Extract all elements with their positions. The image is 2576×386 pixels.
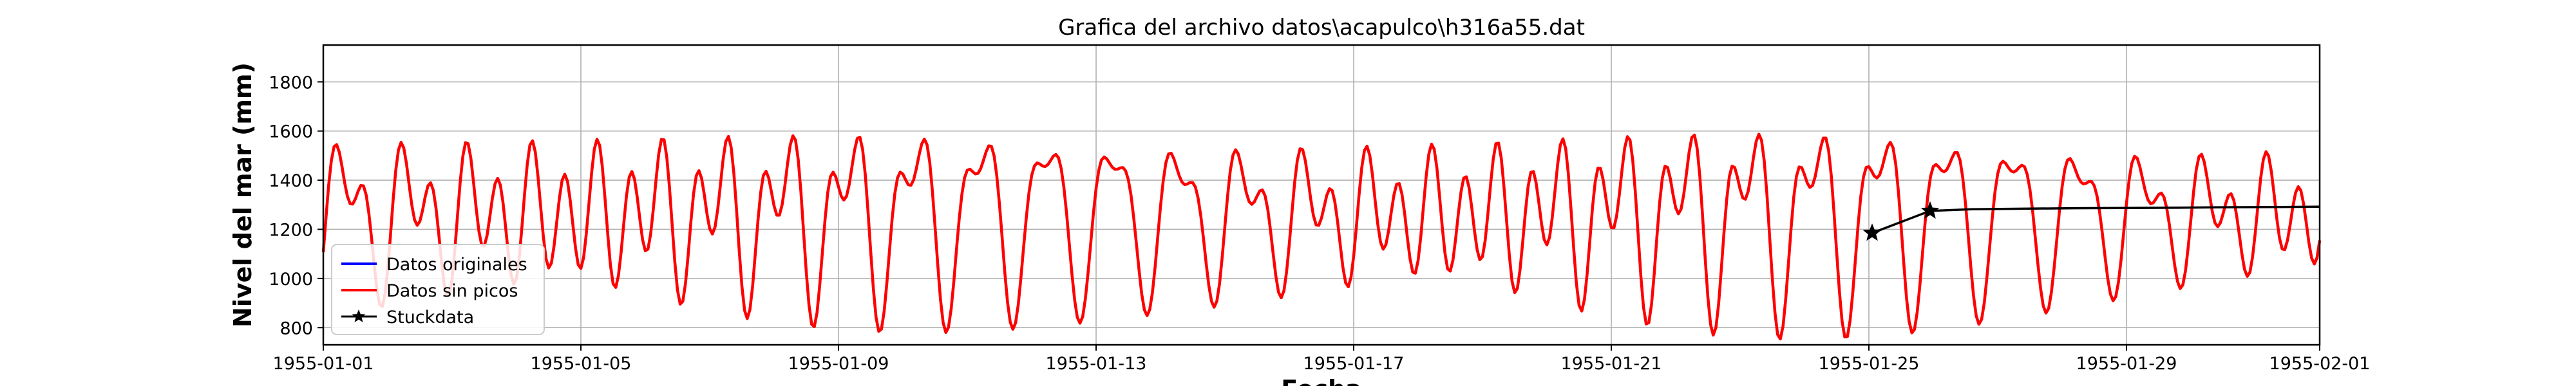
x-tick-label: 1955-01-09: [788, 354, 889, 374]
legend: Datos originales Datos sin picos Stuckda…: [331, 244, 545, 335]
y-tick-label: 800: [279, 318, 313, 338]
legend-box: [331, 244, 545, 335]
legend-label-stuckdata: Stuckdata: [386, 308, 474, 327]
x-tick-label: 1955-01-13: [1046, 354, 1147, 374]
x-tick-label: 1955-02-01: [2269, 354, 2371, 374]
x-tick-label: 1955-01-05: [531, 354, 632, 374]
series-stuckdata: [1871, 205, 2320, 234]
x-tick-label: 1955-01-29: [2076, 354, 2177, 374]
y-tick-label: 1400: [269, 171, 313, 191]
x-tick-label: 1955-01-01: [273, 354, 374, 374]
x-tick-label: 1955-01-17: [1303, 354, 1405, 374]
x-tick-label: 1955-01-25: [1819, 354, 1920, 374]
chart-title: Grafica del archivo datos\acapulco\h316a…: [1058, 15, 1585, 41]
series-layer: [321, 133, 2322, 341]
x-tick-label: 1955-01-21: [1561, 354, 1662, 374]
plot-frame: [322, 44, 2321, 346]
legend-label-datos-sin-picos: Datos sin picos: [386, 281, 518, 301]
x-axis-label: Fecha: [1281, 375, 1361, 386]
axes: 1955-01-01 1955-01-05 1955-01-09 1955-01-13…: [269, 73, 2370, 374]
y-tick-label: 1000: [269, 270, 313, 290]
stuckdata-star-marker: [1920, 201, 1940, 219]
legend-label-datos-originales: Datos originales: [386, 255, 527, 275]
y-tick-label: 1200: [269, 220, 313, 240]
y-axis-label: Nivel del mar (mm): [229, 62, 257, 327]
y-tick-label: 1600: [269, 122, 313, 142]
legend-star-icon: [352, 309, 366, 322]
series-datos-sin-picos: [321, 133, 2322, 341]
y-tick-label: 1800: [269, 73, 313, 93]
stuckdata-star-marker: [1862, 223, 1882, 241]
